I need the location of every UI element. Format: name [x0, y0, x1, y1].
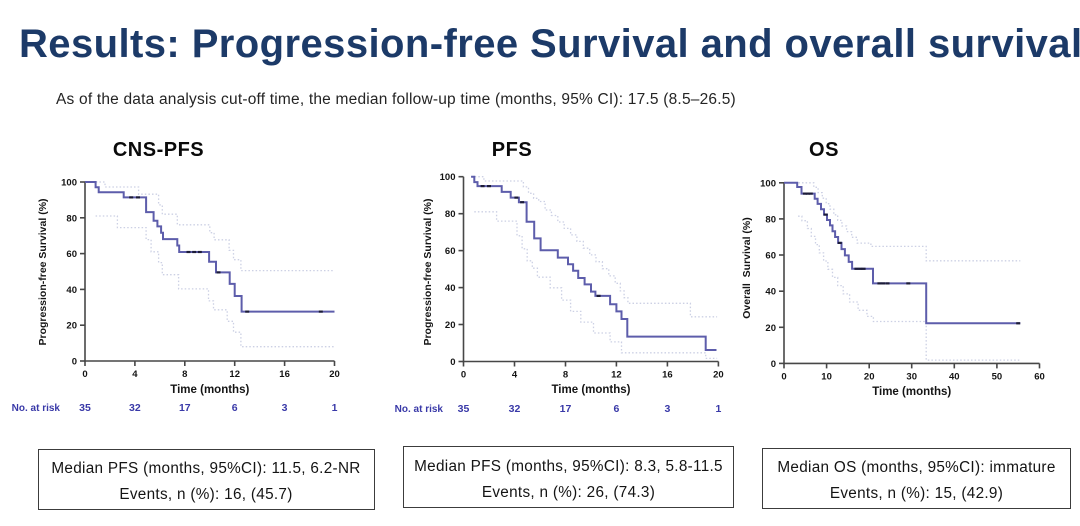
svg-text:80: 80 — [66, 213, 77, 224]
svg-text:80: 80 — [765, 214, 776, 225]
svg-text:32: 32 — [129, 402, 141, 414]
svg-text:10: 10 — [821, 371, 832, 382]
svg-text:0: 0 — [72, 357, 77, 368]
svg-text:40: 40 — [765, 287, 776, 298]
svg-text:0: 0 — [461, 370, 466, 381]
svg-text:60: 60 — [1034, 371, 1045, 382]
svg-text:100: 100 — [760, 178, 776, 189]
svg-text:OS: OS — [809, 139, 839, 161]
svg-text:35: 35 — [79, 402, 91, 414]
svg-text:60: 60 — [66, 249, 77, 260]
svg-text:No. at risk: No. at risk — [12, 403, 61, 414]
svg-text:20: 20 — [864, 371, 875, 382]
svg-text:60: 60 — [445, 246, 456, 257]
svg-text:Progression-free Survival (%): Progression-free Survival (%) — [422, 198, 434, 345]
svg-text:50: 50 — [992, 371, 1003, 382]
svg-text:6: 6 — [613, 403, 619, 415]
svg-text:100: 100 — [61, 178, 77, 189]
svg-text:20: 20 — [713, 370, 724, 381]
svg-text:6: 6 — [232, 402, 238, 414]
svg-text:40: 40 — [445, 283, 456, 294]
svg-text:4: 4 — [132, 369, 138, 380]
svg-text:Time (months): Time (months) — [872, 386, 951, 398]
svg-text:35: 35 — [458, 403, 470, 415]
svg-text:4: 4 — [512, 370, 518, 381]
svg-text:0: 0 — [82, 369, 87, 380]
svg-text:20: 20 — [765, 323, 776, 334]
svg-text:20: 20 — [66, 321, 77, 332]
svg-text:60: 60 — [765, 251, 776, 262]
svg-text:8: 8 — [182, 369, 187, 380]
svg-text:16: 16 — [279, 369, 290, 380]
svg-text:1: 1 — [715, 403, 721, 415]
svg-text:40: 40 — [66, 285, 77, 296]
svg-text:0: 0 — [771, 359, 776, 370]
svg-text:PFS: PFS — [492, 139, 532, 161]
svg-text:32: 32 — [509, 403, 521, 415]
svg-text:17: 17 — [560, 403, 572, 415]
svg-text:3: 3 — [664, 403, 670, 415]
svg-text:0: 0 — [450, 357, 455, 368]
svg-text:100: 100 — [440, 172, 456, 183]
svg-text:CNS-PFS: CNS-PFS — [113, 139, 204, 161]
svg-text:12: 12 — [611, 370, 622, 381]
svg-text:3: 3 — [282, 402, 288, 414]
svg-text:0: 0 — [781, 371, 786, 382]
svg-text:8: 8 — [563, 370, 568, 381]
svg-text:Time (months): Time (months) — [551, 384, 630, 396]
svg-text:1: 1 — [332, 402, 338, 414]
svg-text:40: 40 — [949, 371, 960, 382]
svg-text:12: 12 — [229, 369, 240, 380]
svg-text:20: 20 — [329, 369, 340, 380]
svg-text:Overall Survival (%): Overall Survival (%) — [741, 217, 753, 319]
svg-text:30: 30 — [906, 371, 917, 382]
svg-text:16: 16 — [662, 370, 673, 381]
svg-text:Time (months): Time (months) — [170, 384, 249, 396]
svg-text:20: 20 — [445, 320, 456, 331]
svg-text:Progression-free Survival (%): Progression-free Survival (%) — [37, 198, 49, 345]
svg-text:No. at risk: No. at risk — [395, 404, 444, 415]
svg-text:17: 17 — [179, 402, 191, 414]
svg-text:80: 80 — [445, 209, 456, 220]
